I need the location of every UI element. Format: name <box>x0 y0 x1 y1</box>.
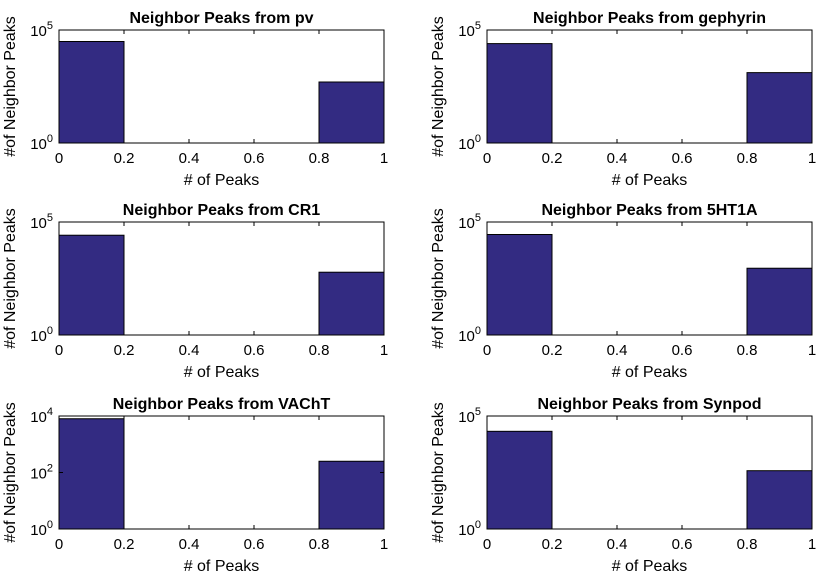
histogram-bar <box>486 43 553 144</box>
x-tick-label: 0.8 <box>309 150 330 167</box>
chart-title: Neighbor Peaks from Synpod <box>537 396 761 413</box>
x-tick-label: 0 <box>483 150 491 167</box>
x-tick-label: 0.6 <box>244 536 265 553</box>
x-tick-label: 0.6 <box>672 342 693 359</box>
x-axis-label: # of Peaks <box>184 364 260 381</box>
y-tick-label: 105 <box>458 212 481 232</box>
x-tick-label: 0 <box>55 150 63 167</box>
histogram-bar <box>746 267 813 336</box>
histogram-bar <box>486 233 553 336</box>
histogram-bar <box>318 271 385 336</box>
chart-panel: 0 0.2 0.4 0.6 0.8 1 100 102 104 Neighbor Peaks fr… <box>2 396 388 575</box>
x-tick-label: 0.4 <box>607 536 628 553</box>
chart-title: Neighbor Peaks from pv <box>129 10 313 27</box>
y-tick-label: 100 <box>30 325 53 345</box>
chart-panel: 0 0.2 0.4 0.6 0.8 1 100 105 Neighbor Peaks from … <box>430 202 816 381</box>
x-tick-label: 1 <box>380 342 388 359</box>
chart-title: Neighbor Peaks from 5HT1A <box>541 202 758 219</box>
y-tick-label: 102 <box>30 463 53 483</box>
axes-box <box>486 221 813 336</box>
x-axis-label: # of Peaks <box>612 364 688 381</box>
x-tick-label: 0.2 <box>114 536 135 553</box>
histogram-bar <box>486 430 553 530</box>
x-tick-label: 0.2 <box>114 342 135 359</box>
x-tick-label: 0.8 <box>737 150 758 167</box>
x-tick-label: 0.6 <box>672 150 693 167</box>
x-tick-label: 1 <box>808 150 816 167</box>
x-axis-label: # of Peaks <box>184 172 260 189</box>
y-tick-label: 100 <box>458 519 481 539</box>
y-tick-label: 100 <box>458 133 481 153</box>
y-tick-label: 105 <box>30 212 53 232</box>
x-tick-label: 0.4 <box>179 536 200 553</box>
x-tick-label: 0.6 <box>672 536 693 553</box>
histogram-bar <box>58 234 125 336</box>
x-axis-label: # of Peaks <box>612 558 688 575</box>
histogram-bar <box>318 460 385 530</box>
chart-title: Neighbor Peaks from gephyrin <box>533 10 766 27</box>
x-tick-label: 0.8 <box>737 342 758 359</box>
x-axis-label: # of Peaks <box>184 558 260 575</box>
x-tick-label: 0.4 <box>179 150 200 167</box>
chart-panel: 0 0.2 0.4 0.6 0.8 1 100 105 Neighbor Peaks from … <box>2 10 388 189</box>
y-axis-label: #of Neighbor Peaks <box>430 402 447 543</box>
x-tick-label: 1 <box>380 536 388 553</box>
x-tick-label: 1 <box>808 536 816 553</box>
axes-box <box>58 29 385 144</box>
x-tick-label: 0.8 <box>309 342 330 359</box>
x-tick-label: 0.2 <box>542 536 563 553</box>
y-tick-label: 100 <box>30 133 53 153</box>
y-tick-label: 105 <box>458 406 481 426</box>
x-tick-label: 0 <box>483 536 491 553</box>
axes-box <box>486 29 813 144</box>
axes-box <box>486 415 813 530</box>
chart-title: Neighbor Peaks from CR1 <box>123 202 320 219</box>
histogram-bar <box>746 72 813 144</box>
y-axis-label: #of Neighbor Peaks <box>2 402 19 543</box>
x-tick-label: 0.8 <box>737 536 758 553</box>
y-axis-label: #of Neighbor Peaks <box>430 208 447 349</box>
y-tick-label: 104 <box>30 406 53 426</box>
x-tick-label: 0.4 <box>607 150 628 167</box>
y-tick-label: 105 <box>30 20 53 40</box>
x-tick-label: 0.4 <box>179 342 200 359</box>
y-tick-label: 105 <box>458 20 481 40</box>
x-tick-label: 0.2 <box>542 150 563 167</box>
y-axis-label: #of Neighbor Peaks <box>2 208 19 349</box>
y-tick-label: 100 <box>30 519 53 539</box>
chart-panel: 0 0.2 0.4 0.6 0.8 1 100 105 Neighbor Peaks from … <box>430 10 816 189</box>
y-axis-label: #of Neighbor Peaks <box>430 16 447 157</box>
histogram-bar <box>318 81 385 144</box>
x-tick-label: 0 <box>55 536 63 553</box>
x-tick-label: 0.2 <box>542 342 563 359</box>
chart-panel: 0 0.2 0.4 0.6 0.8 1 100 105 Neighbor Peaks from … <box>430 396 816 575</box>
x-tick-label: 0.8 <box>309 536 330 553</box>
histogram-bar <box>746 470 813 530</box>
y-tick-label: 100 <box>458 325 481 345</box>
histogram-bar <box>58 418 125 530</box>
chart-panel: 0 0.2 0.4 0.6 0.8 1 100 105 Neighbor Peaks from … <box>2 202 388 381</box>
x-tick-label: 0 <box>483 342 491 359</box>
y-axis-label: #of Neighbor Peaks <box>2 16 19 157</box>
histogram-bar <box>58 40 125 144</box>
x-axis-label: # of Peaks <box>612 172 688 189</box>
x-tick-label: 0.6 <box>244 150 265 167</box>
x-tick-label: 0 <box>55 342 63 359</box>
chart-title: Neighbor Peaks from VAChT <box>113 396 331 413</box>
x-tick-label: 1 <box>380 150 388 167</box>
x-tick-label: 1 <box>808 342 816 359</box>
x-tick-label: 0.2 <box>114 150 135 167</box>
x-tick-label: 0.6 <box>244 342 265 359</box>
x-tick-label: 0.4 <box>607 342 628 359</box>
axes-box <box>58 221 385 336</box>
